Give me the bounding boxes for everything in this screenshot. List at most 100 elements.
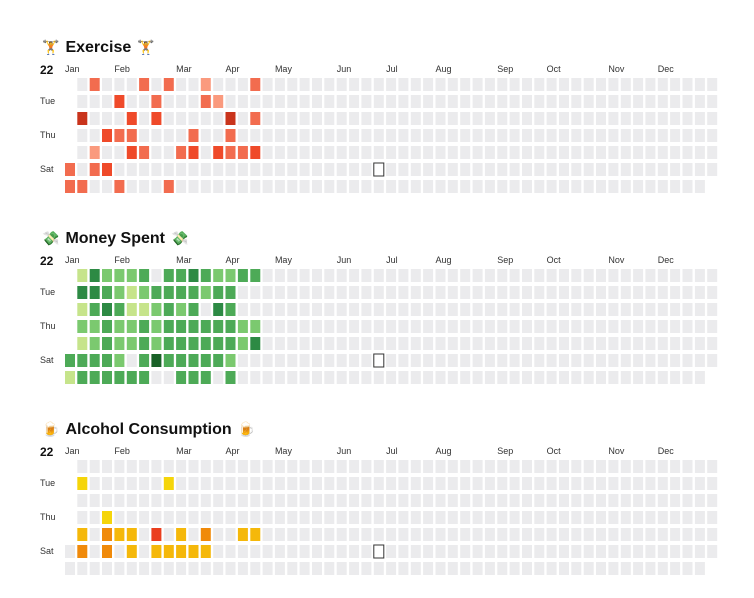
heatmap-cell <box>620 511 631 524</box>
heatmap-cell <box>447 78 458 91</box>
heatmap-cell <box>608 477 619 490</box>
heatmap-cell <box>398 286 409 299</box>
month-label: Oct <box>546 255 561 265</box>
heatmap-cell <box>484 163 495 176</box>
heatmap-cell <box>657 163 668 176</box>
heatmap-cell <box>89 180 100 193</box>
heatmap-cell <box>559 494 569 507</box>
heatmap-cell-filled <box>114 269 125 282</box>
heatmap-cell <box>262 371 273 384</box>
heatmap-cell <box>324 528 335 541</box>
heatmap-cell <box>274 477 285 490</box>
heatmap-cell <box>670 129 681 142</box>
heatmap-cell <box>398 562 409 575</box>
heatmap-cell <box>435 303 446 316</box>
month-label: Nov <box>608 446 625 456</box>
heatmap-cell <box>497 286 508 299</box>
heatmap-cell <box>707 112 718 125</box>
heatmap-cell <box>336 545 347 558</box>
heatmap-cell <box>645 163 656 176</box>
heatmap-cell <box>373 78 384 91</box>
heatmap-cell <box>200 146 211 159</box>
heatmap-cell <box>583 112 594 125</box>
heatmap-cell <box>349 562 360 575</box>
heatmap-cell <box>509 545 520 558</box>
heatmap-cell <box>657 303 668 316</box>
heatmap-cell <box>559 354 569 367</box>
heatmap-cell <box>262 95 273 108</box>
heatmap-cell <box>694 303 705 316</box>
heatmap-cell <box>633 528 644 541</box>
heatmap-cell-filled <box>237 528 248 541</box>
heatmap-cell <box>274 354 285 367</box>
heatmap-cell <box>694 562 705 575</box>
heatmap-cell-filled <box>188 146 199 159</box>
heatmap-cell <box>620 78 631 91</box>
month-label: Nov <box>608 255 625 265</box>
heatmap-cell <box>349 354 360 367</box>
heatmap-cell-filled <box>126 146 137 159</box>
month-label: Dec <box>657 446 674 456</box>
heatmap-cell <box>670 477 681 490</box>
heatmap-cell <box>447 163 458 176</box>
heatmap-cell <box>287 562 298 575</box>
heatmap-cell <box>546 511 557 524</box>
heatmap-cell <box>546 477 557 490</box>
day-label: Sat <box>40 546 54 556</box>
heatmap-cell <box>435 146 446 159</box>
heatmap-cell <box>102 477 112 490</box>
heatmap-cell <box>361 180 372 193</box>
heatmap-cell <box>435 163 446 176</box>
heatmap-cell <box>324 180 335 193</box>
heatmap-cell <box>497 545 508 558</box>
heatmap-cell <box>386 371 397 384</box>
heatmap-cell-filled <box>250 320 261 333</box>
heatmap-cell <box>484 269 495 282</box>
heatmap-cell-filled <box>102 163 112 176</box>
heatmap-cell <box>237 494 248 507</box>
heatmap-cell <box>596 354 606 367</box>
heatmap-cell <box>583 562 594 575</box>
heatmap-cell <box>410 129 421 142</box>
heatmap-cell <box>312 337 322 350</box>
heatmap-cell <box>608 511 619 524</box>
month-label: Apr <box>225 446 240 456</box>
heatmap-cell-filled <box>102 354 112 367</box>
heatmap-cell <box>657 354 668 367</box>
heatmap-cell <box>114 494 125 507</box>
heatmap-cell <box>583 269 594 282</box>
heatmap-cell <box>423 494 434 507</box>
heatmap-cell-filled <box>250 112 261 125</box>
heatmap-cell <box>571 180 582 193</box>
heatmap-cell <box>571 545 582 558</box>
heatmap-cell <box>559 163 569 176</box>
heatmap-cell <box>386 95 397 108</box>
heatmap-cell <box>361 371 372 384</box>
heatmap-cell <box>312 163 322 176</box>
heatmap-cell <box>213 562 224 575</box>
heatmap-cell-filled <box>176 371 187 384</box>
heatmap-cell <box>559 460 569 473</box>
heatmap-cell <box>546 112 557 125</box>
heatmap-cell <box>633 562 644 575</box>
heatmap-cell <box>274 528 285 541</box>
heatmap-cell <box>151 460 162 473</box>
heatmap-cell <box>213 180 224 193</box>
heatmap-cell <box>386 78 397 91</box>
heatmap-cell <box>497 337 508 350</box>
heatmap-cell <box>398 371 409 384</box>
heatmap-cell <box>522 269 532 282</box>
heatmap-cell <box>472 337 483 350</box>
heatmap-cell <box>126 95 137 108</box>
heatmap-cell <box>324 337 335 350</box>
heatmap-cell <box>657 320 668 333</box>
month-label: Aug <box>435 446 452 456</box>
heatmap-cell <box>287 494 298 507</box>
heatmap-cell <box>472 354 483 367</box>
heatmap-cell <box>509 146 520 159</box>
heatmap-cell <box>633 494 644 507</box>
heatmap-cell-filled <box>89 371 100 384</box>
heatmap-cell <box>151 477 162 490</box>
heatmap-cell <box>102 78 112 91</box>
heatmap-cell-filled <box>250 269 261 282</box>
